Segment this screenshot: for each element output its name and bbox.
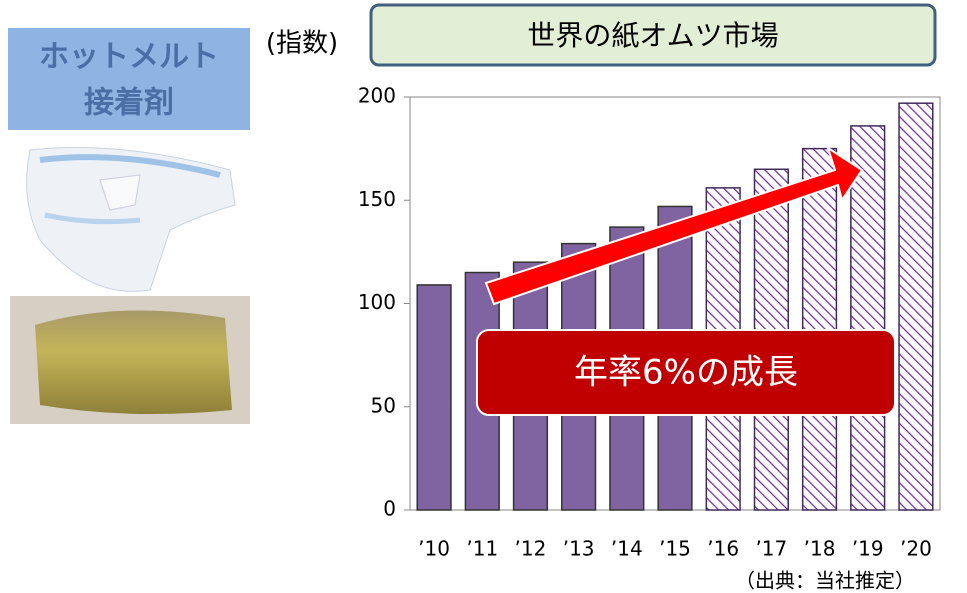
x-tick-label: ’12 <box>515 537 547 561</box>
source-note: （出典：当社推定） <box>735 569 915 593</box>
y-tick-label: 100 <box>358 290 396 314</box>
x-tick-label: ’11 <box>466 537 498 561</box>
y-tick-label: 150 <box>358 187 396 211</box>
bar <box>850 125 886 511</box>
x-tick-label: ’10 <box>418 537 450 561</box>
y-tick-label: 0 <box>383 497 396 521</box>
x-tick-label: ’13 <box>563 537 595 561</box>
growth-arrow <box>484 145 864 306</box>
y-tick-label: 50 <box>371 393 396 417</box>
diaper-image <box>26 147 236 292</box>
side-label: ホットメルト <box>39 40 219 75</box>
glue-image <box>10 296 250 424</box>
x-tick-label: ’16 <box>707 537 739 561</box>
side-label: 接着剤 <box>84 86 174 121</box>
y-axis-label: (指数) <box>266 29 338 59</box>
side-label-box <box>8 28 250 130</box>
bar <box>898 102 934 511</box>
chart-title: 世界の紙オムツ市場 <box>527 19 778 52</box>
y-tick-label: 200 <box>358 84 396 108</box>
x-tick-label: ’19 <box>852 537 884 561</box>
x-tick-label: ’18 <box>804 537 836 561</box>
annotation-box <box>476 329 896 416</box>
annotation: 年率6%の成長 <box>574 353 798 393</box>
bar <box>416 284 452 511</box>
title-box <box>369 3 937 67</box>
x-tick-label: ’17 <box>755 537 787 561</box>
x-tick-label: ’14 <box>611 537 643 561</box>
x-tick-label: ’15 <box>659 537 691 561</box>
x-tick-label: ’20 <box>900 537 932 561</box>
